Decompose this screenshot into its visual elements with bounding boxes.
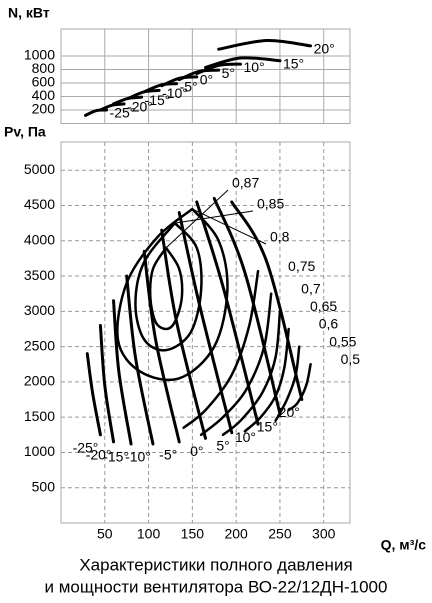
series-label: -25°: [73, 440, 99, 456]
y-axis-label: Pv, Па: [4, 124, 46, 140]
series-label: 10°: [244, 59, 265, 75]
contour-label: 0,55: [329, 333, 356, 349]
contour-label: 0,65: [310, 298, 337, 314]
series-label: 10°: [235, 429, 256, 445]
y-tick-label: 1000: [24, 47, 55, 63]
efficiency-contour: [116, 207, 229, 382]
efficiency-contour: [148, 246, 184, 331]
efficiency-contour: [221, 310, 282, 437]
plot-frame: [60, 28, 351, 124]
y-tick-label: 2500: [24, 337, 55, 353]
blade-angle-curve: [98, 102, 126, 112]
y-tick-label: 600: [32, 74, 56, 90]
x-tick-label: 200: [224, 526, 248, 542]
blade-angle-curve: [195, 62, 243, 76]
y-tick-label: 2000: [24, 373, 55, 389]
y-tick-label: 1000: [24, 443, 55, 459]
blade-angle-curve: [177, 211, 234, 435]
efficiency-contour: [199, 292, 273, 437]
y-tick-label: 3500: [24, 267, 55, 283]
caption: и мощности вентилятора ВО-22/12ДН-1000: [45, 577, 388, 596]
series-label: 5°: [216, 437, 229, 453]
y-tick-label: 400: [32, 87, 56, 103]
x-tick-label: 100: [137, 526, 161, 542]
contour-label: 0,5: [341, 351, 361, 367]
series-label: -5°: [159, 447, 177, 463]
series-label: 20°: [314, 41, 335, 57]
series-label: -10°: [162, 85, 188, 101]
y-axis-label: N, кВт: [8, 5, 50, 21]
y-tick-label: 200: [32, 101, 56, 117]
contour-label: 0,8: [270, 229, 290, 245]
y-tick-label: 3000: [24, 302, 55, 318]
series-label: -10°: [125, 449, 151, 465]
blade-angle-curve: [160, 228, 207, 440]
contour-label: 0,75: [288, 258, 315, 274]
series-label: -15°: [145, 92, 171, 108]
y-tick-label: 1500: [24, 408, 55, 424]
x-tick-label: 150: [181, 526, 205, 542]
leader-line: [192, 208, 267, 245]
blade-angle-curve: [217, 38, 313, 51]
blade-angle-curve: [204, 56, 282, 69]
blade-angle-curve: [125, 274, 155, 446]
contour-label: 0,87: [232, 175, 259, 191]
blade-angle-curve: [98, 323, 116, 444]
x-tick-label: 250: [268, 526, 292, 542]
series-label: 15°: [283, 55, 304, 71]
plot-frame: [60, 141, 351, 524]
x-axis-label: Q, м³/с: [381, 537, 427, 553]
y-tick-label: 4000: [24, 231, 55, 247]
series-label: 5°: [222, 65, 235, 81]
x-tick-label: 50: [97, 526, 113, 542]
contour-label: 0,85: [257, 196, 284, 212]
x-tick-label: 300: [312, 526, 336, 542]
series-label: -5°: [180, 78, 198, 94]
series-label: 0°: [190, 443, 203, 459]
blade-angle-curve: [195, 200, 260, 426]
series-label: -20°: [127, 99, 153, 115]
blade-angle-curve: [112, 95, 144, 106]
series-label: -20°: [86, 447, 112, 463]
blade-angle-curve: [230, 200, 304, 402]
blade-angle-curve: [112, 299, 133, 446]
blade-angle-curve: [85, 352, 102, 437]
y-tick-label: 5000: [24, 161, 55, 177]
efficiency-contour: [182, 269, 260, 429]
series-label: -15°: [103, 449, 129, 465]
caption: Характеристики полного давления: [79, 555, 352, 574]
series-label: 15°: [257, 418, 278, 434]
y-tick-label: 4500: [24, 196, 55, 212]
contour-label: 0,6: [319, 316, 339, 332]
series-label: 0°: [200, 72, 213, 88]
blade-angle-curve: [212, 196, 282, 416]
series-label: -25°: [110, 105, 136, 121]
blade-angle-curve: [84, 108, 109, 117]
y-tick-label: 800: [32, 60, 56, 76]
contour-label: 0,7: [301, 280, 321, 296]
y-tick-label: 500: [32, 478, 56, 494]
series-label: 20°: [279, 404, 300, 420]
efficiency-contour: [134, 221, 203, 352]
leader-line: [165, 189, 229, 249]
blade-angle-curve: [142, 249, 181, 444]
